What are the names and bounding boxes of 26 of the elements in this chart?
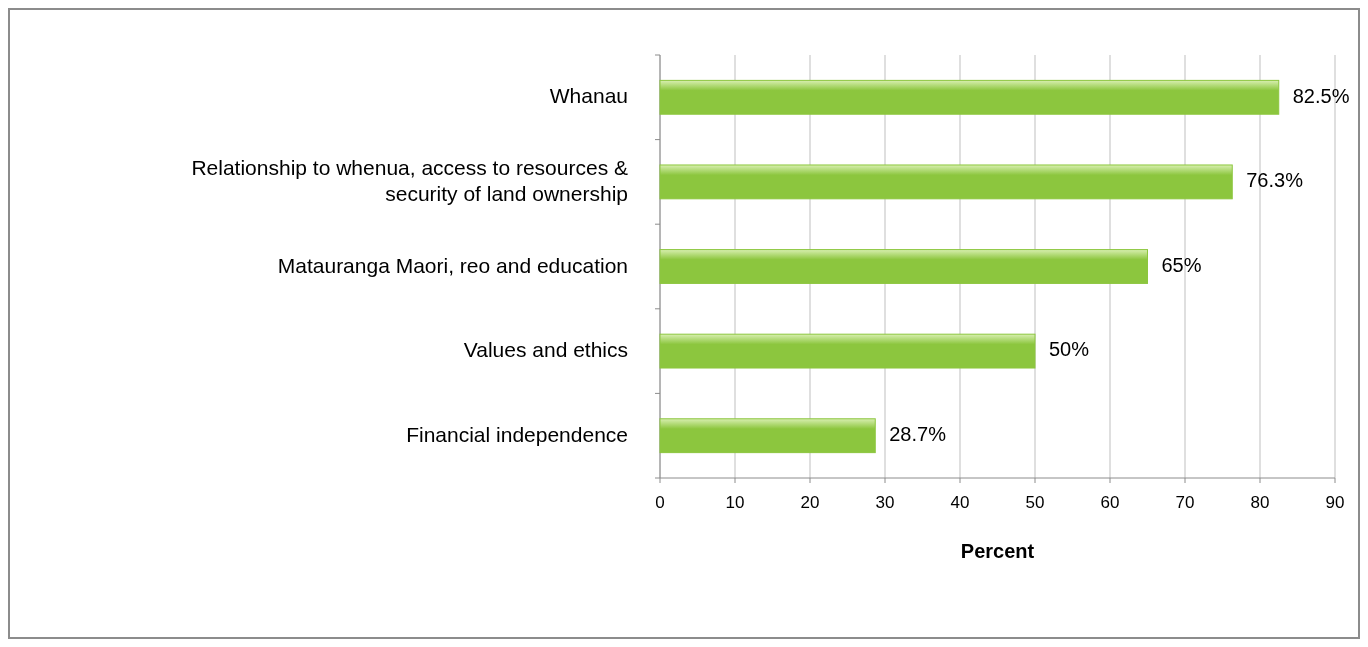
x-axis-title: Percent <box>960 540 1035 562</box>
bar <box>659 333 1036 369</box>
data-label: 82.5% <box>1292 84 1350 107</box>
y-tick-label: Matauranga Maori, reo and education <box>277 253 628 277</box>
x-tick-label: 70 <box>1175 493 1195 512</box>
x-tick-label: 20 <box>800 493 820 512</box>
data-label: 76.3% <box>1246 169 1304 192</box>
x-tick-label: 90 <box>1325 493 1345 512</box>
y-tick-label: Financial independence <box>406 422 628 446</box>
bar <box>659 79 1280 115</box>
y-tick-label: Whanau <box>549 83 628 107</box>
bar <box>659 164 1233 200</box>
data-label: 50% <box>1049 338 1090 361</box>
x-tick-label: 0 <box>655 493 665 512</box>
bar <box>659 418 876 454</box>
x-tick-label: 30 <box>875 493 895 512</box>
data-label: 65% <box>1161 253 1202 276</box>
data-label: 28.7% <box>889 422 947 445</box>
y-tick-label: Values and ethics <box>463 337 628 361</box>
x-tick-label: 80 <box>1250 493 1270 512</box>
x-tick-label: 50 <box>1025 493 1045 512</box>
y-tick-label: Relationship to whenua, access to resources & security of land ownership <box>191 155 628 205</box>
x-tick-label: 10 <box>725 493 745 512</box>
x-tick-label: 60 <box>1100 493 1120 512</box>
bar <box>659 249 1148 284</box>
x-tick-label: 40 <box>950 493 970 512</box>
